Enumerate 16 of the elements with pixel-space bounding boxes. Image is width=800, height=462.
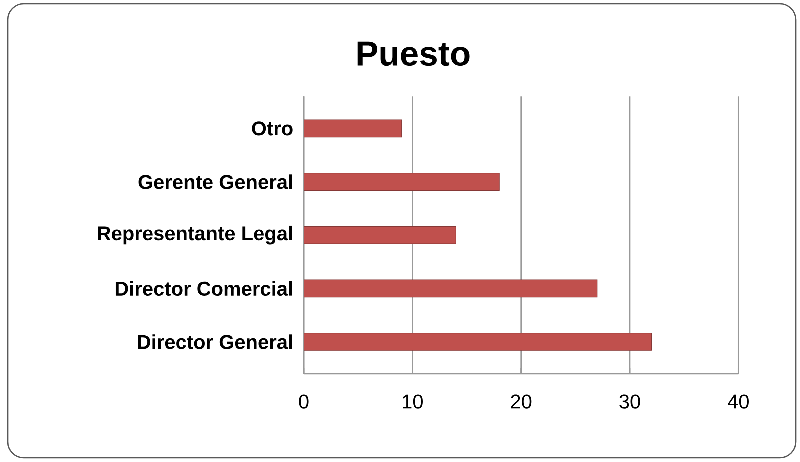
x-tick-label: 40 xyxy=(728,394,749,409)
y-tick-label: Director Comercial xyxy=(116,281,292,296)
x-tick-label: 30 xyxy=(620,394,640,409)
x-tick-label: 0 xyxy=(299,394,309,409)
y-tick-label: Representante Legal xyxy=(98,226,292,245)
bar xyxy=(304,173,500,191)
y-tick-label: Otro xyxy=(252,122,293,136)
bar xyxy=(304,226,456,244)
x-tick-label: 20 xyxy=(511,394,532,409)
y-tick-label: Director General xyxy=(138,334,292,350)
x-tick-label: 10 xyxy=(403,394,423,409)
bar xyxy=(304,280,598,298)
chart-title: Puesto xyxy=(358,42,470,66)
y-tick-label: Gerente General xyxy=(138,174,292,190)
bar xyxy=(304,120,402,138)
bar xyxy=(304,333,652,351)
